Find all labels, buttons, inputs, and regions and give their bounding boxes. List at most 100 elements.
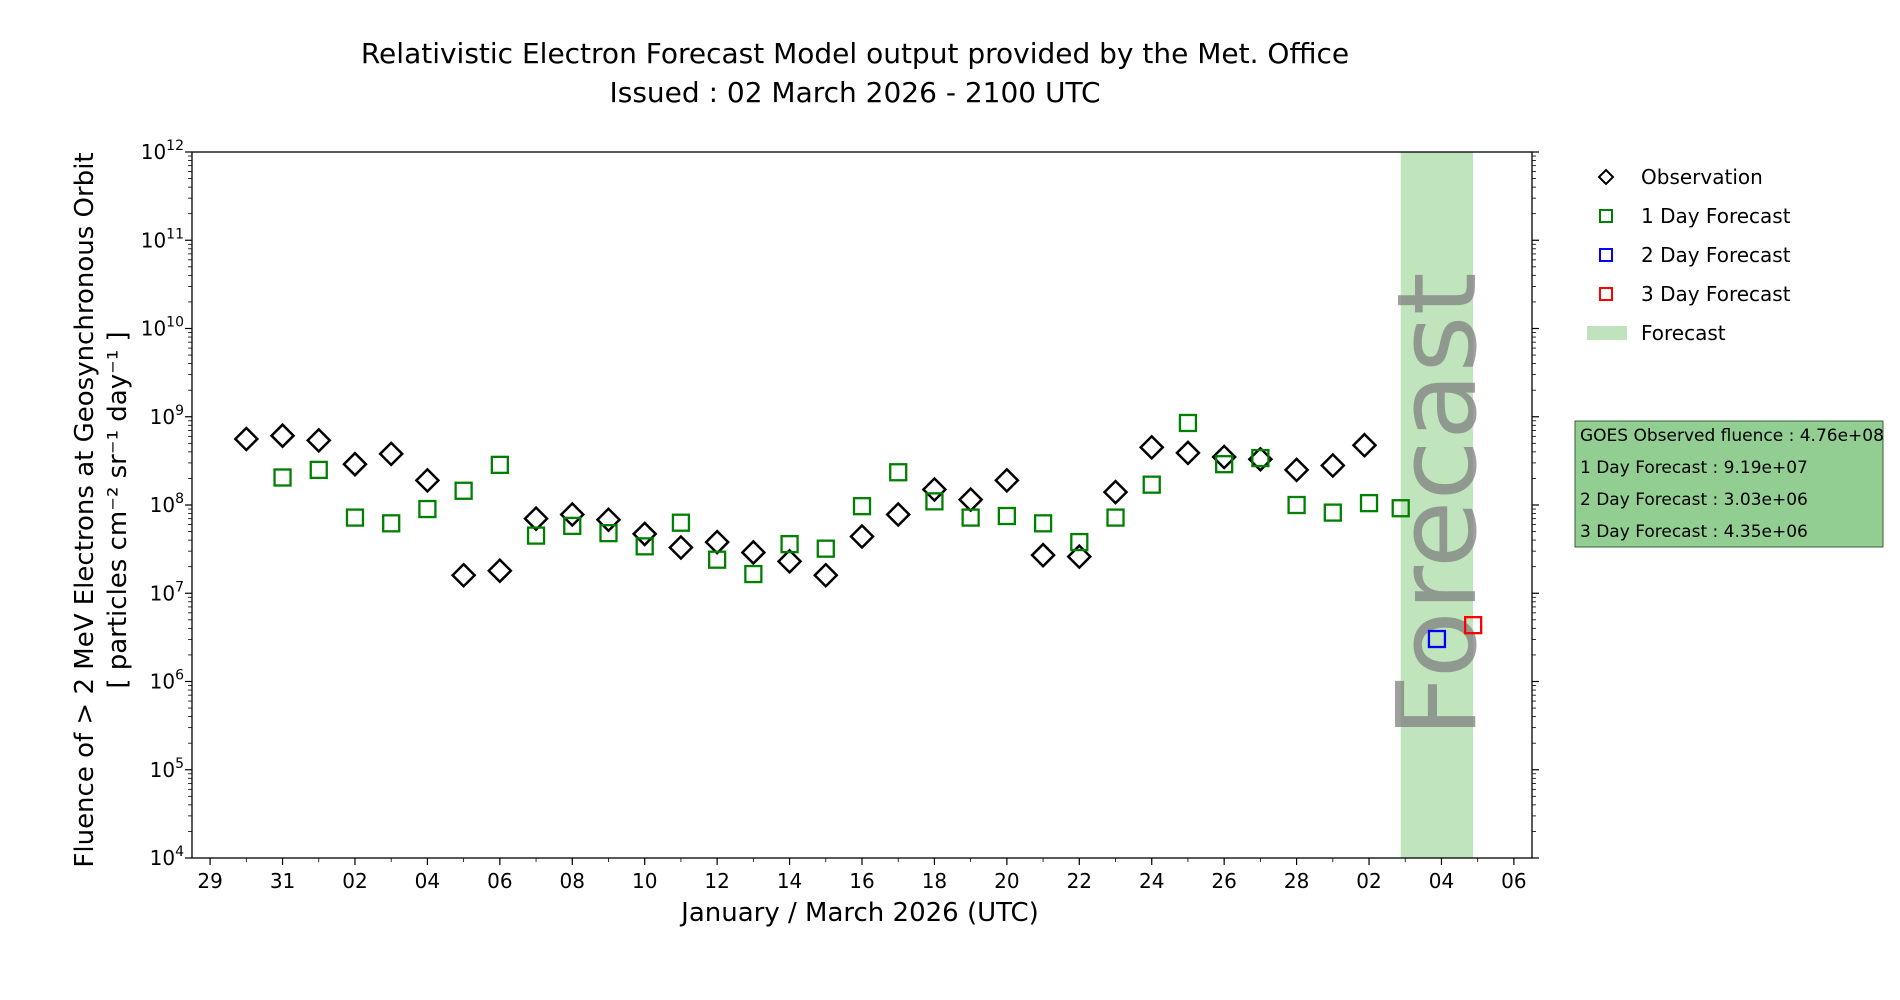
observation-point [921,476,948,503]
x-tick-label: 16 [849,869,874,893]
observation-point [1283,457,1310,483]
observation-point [269,422,296,449]
y-tick-label: 107 [150,579,184,605]
x-tick-label: 10 [632,869,657,893]
info-box-line: 1 Day Forecast : 9.19e+07 [1580,458,1808,478]
observation-point [1175,440,1201,466]
1-day-forecast-point [816,539,835,558]
observation-point [414,467,441,494]
observation-point [1030,542,1056,568]
observation-point [233,426,260,452]
legend-marker-3-day-forecast [1599,287,1613,301]
1-day-forecast-point [1323,503,1342,522]
1-day-forecast-point [1178,413,1198,433]
observation-point [1320,452,1346,479]
legend-label-observation: Observation [1641,165,1763,189]
y-tick-label: 1010 [141,315,184,341]
legend: Observation 1 Day Forecast 2 Day Forecast 3… [1587,165,1791,345]
1-day-forecast-point [1142,475,1161,494]
observation-point [487,557,513,584]
x-tick-label: 08 [560,869,585,893]
observation-point [994,467,1020,494]
x-tick-label: 24 [1139,869,1164,893]
1-day-forecast-point [1033,514,1053,533]
legend-marker-1-day-forecast [1599,209,1613,223]
plot-frame [191,151,1533,859]
x-tick-label: 04 [415,869,440,893]
1-day-forecast-point [563,516,582,536]
1-day-forecast-point [961,508,980,527]
1-day-forecast-point [997,506,1017,526]
y-axis-label-line1: Fluence of > 2 MeV Electrons at Geosynch… [70,152,100,867]
chart-title: Relativistic Electron Forecast Model out… [361,37,1349,70]
observation-point [849,523,875,550]
observation-point [342,451,368,477]
observation-point [1066,543,1093,570]
x-axis-label: January / March 2026 (UTC) [679,898,1039,928]
y-tick-label: 104 [150,844,184,870]
1-day-forecast-point [1106,508,1125,527]
observation-point [523,505,549,532]
observation-point [740,539,767,566]
y-tick-label: 1012 [141,138,184,164]
1-day-forecast-point [309,460,328,480]
observation-point [595,507,622,533]
observation-point [559,501,586,528]
observation-point [813,562,839,589]
1-day-forecast-point [345,508,365,527]
y-tick-label: 109 [150,403,184,429]
observation-point [1351,432,1378,458]
legend-label-3-day-forecast: 3 Day Forecast [1641,282,1791,306]
1-day-forecast-point [273,468,292,487]
y-tick-label: 1011 [141,226,184,252]
observation-point [668,534,694,561]
observation-point [1138,434,1165,461]
3-day-forecast-point [1463,616,1483,635]
observation-point [1211,444,1237,470]
info-box: GOES Observed fluence : 4.76e+08 1 Day Fo… [1574,420,1884,548]
x-tick-label: 04 [1429,869,1454,893]
1-day-forecast-point [454,481,473,500]
1-day-forecast-point [889,463,908,482]
x-tick-label: 28 [1284,869,1309,893]
x-tick-label: 12 [704,869,729,893]
1-day-forecast-point [1287,495,1306,515]
x-tick-label: 06 [1501,869,1526,893]
x-tick-label: 22 [1067,869,1092,893]
observation-point [957,486,984,513]
1-day-forecast-point [925,492,944,511]
1-day-forecast-point [671,513,691,532]
legend-label-2-day-forecast: 2 Day Forecast [1641,243,1791,267]
info-box-background [1574,420,1884,548]
observation-point [776,548,803,575]
1-day-forecast-point [1070,532,1089,552]
1-day-forecast-point [526,526,546,545]
observation-point [631,521,658,547]
1-day-forecast-point [1391,499,1410,518]
1-day-forecast-point [1215,455,1234,474]
x-tick-label: 02 [342,869,367,893]
observation-point [1102,479,1129,505]
x-tick-label: 31 [270,869,295,893]
legend-label-1-day-forecast: 1 Day Forecast [1641,204,1791,228]
observation-point [704,529,730,555]
forecast-band-layer: Forecast [1373,152,1501,858]
1-day-forecast-point [852,497,872,516]
x-tick-label: 02 [1356,869,1381,893]
1-day-forecast-point [635,537,654,556]
y-axis-label-line2: [ particles cm⁻² sr⁻¹ day⁻¹ ] [103,331,133,688]
forecast-band [1400,152,1474,858]
x-tick-label: 20 [994,869,1019,893]
info-box-line: 3 Day Forecast : 4.35e+06 [1580,522,1808,542]
1-day-forecast-point [599,523,618,543]
1-day-forecast-point [382,514,401,533]
observation-point [885,501,911,528]
info-box-line: GOES Observed fluence : 4.76e+08 [1580,426,1884,446]
x-tick-label: 14 [777,869,802,893]
chart-subtitle: Issued : 02 March 2026 - 2100 UTC [609,76,1100,109]
2-day-forecast-point [1427,629,1447,649]
y-tick-label: 105 [150,756,184,782]
info-box-line: 2 Day Forecast : 3.03e+06 [1580,490,1808,510]
